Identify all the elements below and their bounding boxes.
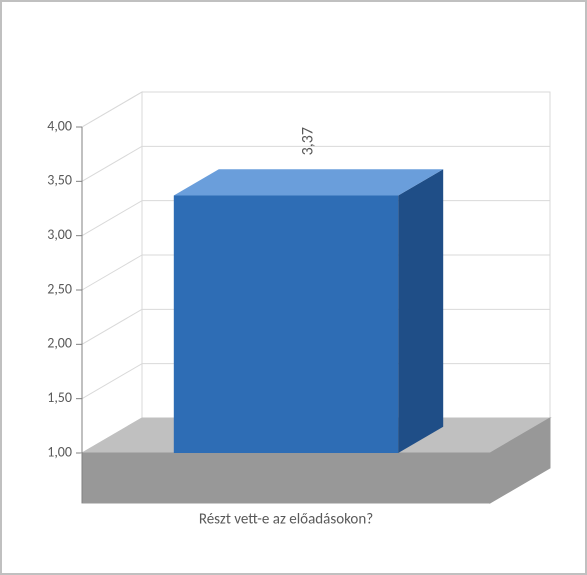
y-tick-label: 3,50: [47, 172, 72, 189]
bar-chart-3d: 1,00 1,50 2,00 2,50 3,00 3,50 4,00 3,37 Részt ve…: [12, 12, 575, 563]
gridline-side: [82, 309, 142, 344]
y-tick-label: 1,00: [47, 443, 72, 460]
y-tick-label: 2,50: [47, 280, 72, 297]
y-tick-label: 2,00: [47, 335, 72, 352]
gridline-side: [82, 364, 142, 399]
bar-data-label: 3,37: [298, 127, 317, 155]
floor-front: [82, 453, 490, 503]
y-tick-label: 1,50: [47, 389, 72, 406]
bar-side: [398, 169, 443, 453]
category-label: Részt vett-e az előadásokon?: [199, 510, 373, 528]
bar-top: [174, 169, 443, 195]
gridline-side: [82, 146, 142, 181]
bar-front: [174, 195, 398, 453]
gridline-side: [82, 255, 142, 290]
gridline-side: [82, 92, 142, 127]
y-tick-label: 3,00: [47, 226, 72, 243]
y-tick-label: 4,00: [47, 117, 72, 134]
chart-container: 1,00 1,50 2,00 2,50 3,00 3,50 4,00 3,37 Részt ve…: [0, 0, 587, 575]
gridline-side: [82, 201, 142, 236]
